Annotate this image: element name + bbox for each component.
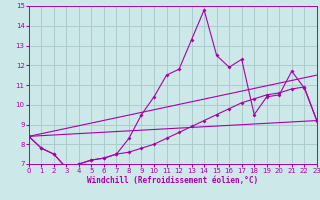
X-axis label: Windchill (Refroidissement éolien,°C): Windchill (Refroidissement éolien,°C) [87, 176, 258, 185]
